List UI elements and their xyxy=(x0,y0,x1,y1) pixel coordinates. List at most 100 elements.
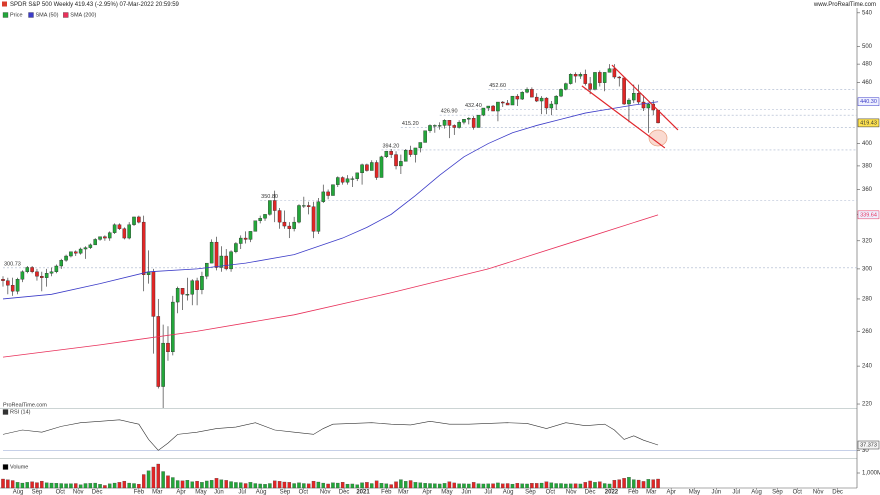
volume-bar xyxy=(175,480,180,489)
volume-bar xyxy=(190,481,194,489)
candle-body xyxy=(35,271,39,277)
volume-bar xyxy=(549,482,554,489)
volume-bar xyxy=(641,481,646,489)
volume-bar xyxy=(98,484,102,489)
volume-bar xyxy=(122,480,127,489)
volume-bar xyxy=(486,483,490,489)
x-tick-label: Dec xyxy=(339,490,350,495)
candle-body xyxy=(132,216,136,225)
volume-bar xyxy=(350,483,355,489)
site-link[interactable]: www.ProRealTime.com xyxy=(813,2,876,8)
volume-bar xyxy=(326,483,330,489)
volume-bar xyxy=(127,482,131,489)
candle-body xyxy=(316,201,321,232)
x-tick-label: Mar xyxy=(398,490,408,495)
candle-body xyxy=(452,125,457,128)
candle-body xyxy=(127,224,131,239)
candle-body xyxy=(627,99,631,105)
volume-bar xyxy=(505,483,510,489)
x-tick-label: May xyxy=(195,490,206,495)
candle-body xyxy=(457,122,461,128)
candle-body xyxy=(588,83,592,90)
volume-bar xyxy=(501,483,505,489)
volume-bar xyxy=(316,481,321,489)
candle-body xyxy=(306,205,311,207)
x-tick-label: Jul xyxy=(238,490,246,495)
volume-bar xyxy=(496,482,500,489)
sma-line xyxy=(2,101,659,300)
candle-body xyxy=(151,271,156,317)
candle-body xyxy=(175,288,180,303)
x-tick-label: May xyxy=(689,490,700,495)
candle-body xyxy=(171,301,175,353)
volume-bar xyxy=(282,481,287,489)
volume-bar xyxy=(568,483,573,489)
candle-body xyxy=(15,279,20,292)
candle-body xyxy=(568,74,573,84)
volume-bar xyxy=(428,483,432,489)
volume-bar xyxy=(331,482,335,489)
candle-body xyxy=(612,68,617,78)
volume-bar xyxy=(35,482,39,489)
volume-bar xyxy=(656,478,660,489)
candle-body xyxy=(384,151,389,158)
candle-body xyxy=(40,276,44,278)
volume-bar xyxy=(457,483,461,489)
candle-body xyxy=(141,221,146,275)
volume-bar xyxy=(54,483,59,489)
candle-body xyxy=(272,200,277,211)
volume-bar xyxy=(602,483,607,489)
y-tick-label: 380 xyxy=(862,163,873,169)
volume-bar xyxy=(64,483,68,489)
volume-bar xyxy=(297,482,301,489)
x-tick-label: Aug xyxy=(13,490,24,495)
volume-bar xyxy=(433,483,437,489)
volume-bar xyxy=(447,481,452,489)
sma-line xyxy=(2,214,659,358)
candle-body xyxy=(107,232,112,239)
volume-bar xyxy=(573,483,578,489)
volume-bar xyxy=(25,482,29,489)
volume-bar xyxy=(93,482,97,489)
x-tick-label: Mar xyxy=(152,490,162,495)
x-tick-label: Nov xyxy=(320,490,331,495)
candle-body xyxy=(583,74,588,84)
volume-bar xyxy=(345,483,350,489)
candle-body xyxy=(549,103,554,109)
candle-body xyxy=(544,97,549,109)
candle-body xyxy=(74,251,78,254)
candle-body xyxy=(554,95,558,105)
candle-body xyxy=(399,161,403,167)
level-label: 432.40 xyxy=(465,103,482,109)
volume-bar xyxy=(292,483,296,489)
candle-body xyxy=(263,214,267,219)
candle-body xyxy=(30,267,34,272)
candle-body xyxy=(112,224,117,233)
candle-body xyxy=(287,225,292,229)
volume-bar xyxy=(632,479,636,489)
volume-bar xyxy=(108,483,112,489)
candle-body xyxy=(578,74,583,77)
candle-body xyxy=(25,267,30,272)
candle-body xyxy=(394,154,398,167)
y-tick-label: 500 xyxy=(862,44,873,50)
level-label: 394.20 xyxy=(382,143,399,149)
volume-bar xyxy=(491,483,495,489)
y-tick-label: 460 xyxy=(862,80,873,86)
candle-body xyxy=(471,117,476,128)
volume-bar xyxy=(340,482,345,489)
volume-bar xyxy=(205,480,209,489)
candle-body xyxy=(379,156,384,178)
candle-body xyxy=(641,101,646,109)
candle-body xyxy=(214,241,219,268)
candle-body xyxy=(83,247,88,250)
volume-bar xyxy=(539,482,544,489)
candle-body xyxy=(49,271,54,274)
volume-bar xyxy=(559,483,563,489)
volume-bar xyxy=(578,483,583,489)
candle-body xyxy=(297,205,301,223)
x-tick-label: Sep xyxy=(32,490,43,495)
legend-label: Volume xyxy=(10,464,28,470)
value-box-label: 419.43 xyxy=(860,120,877,126)
